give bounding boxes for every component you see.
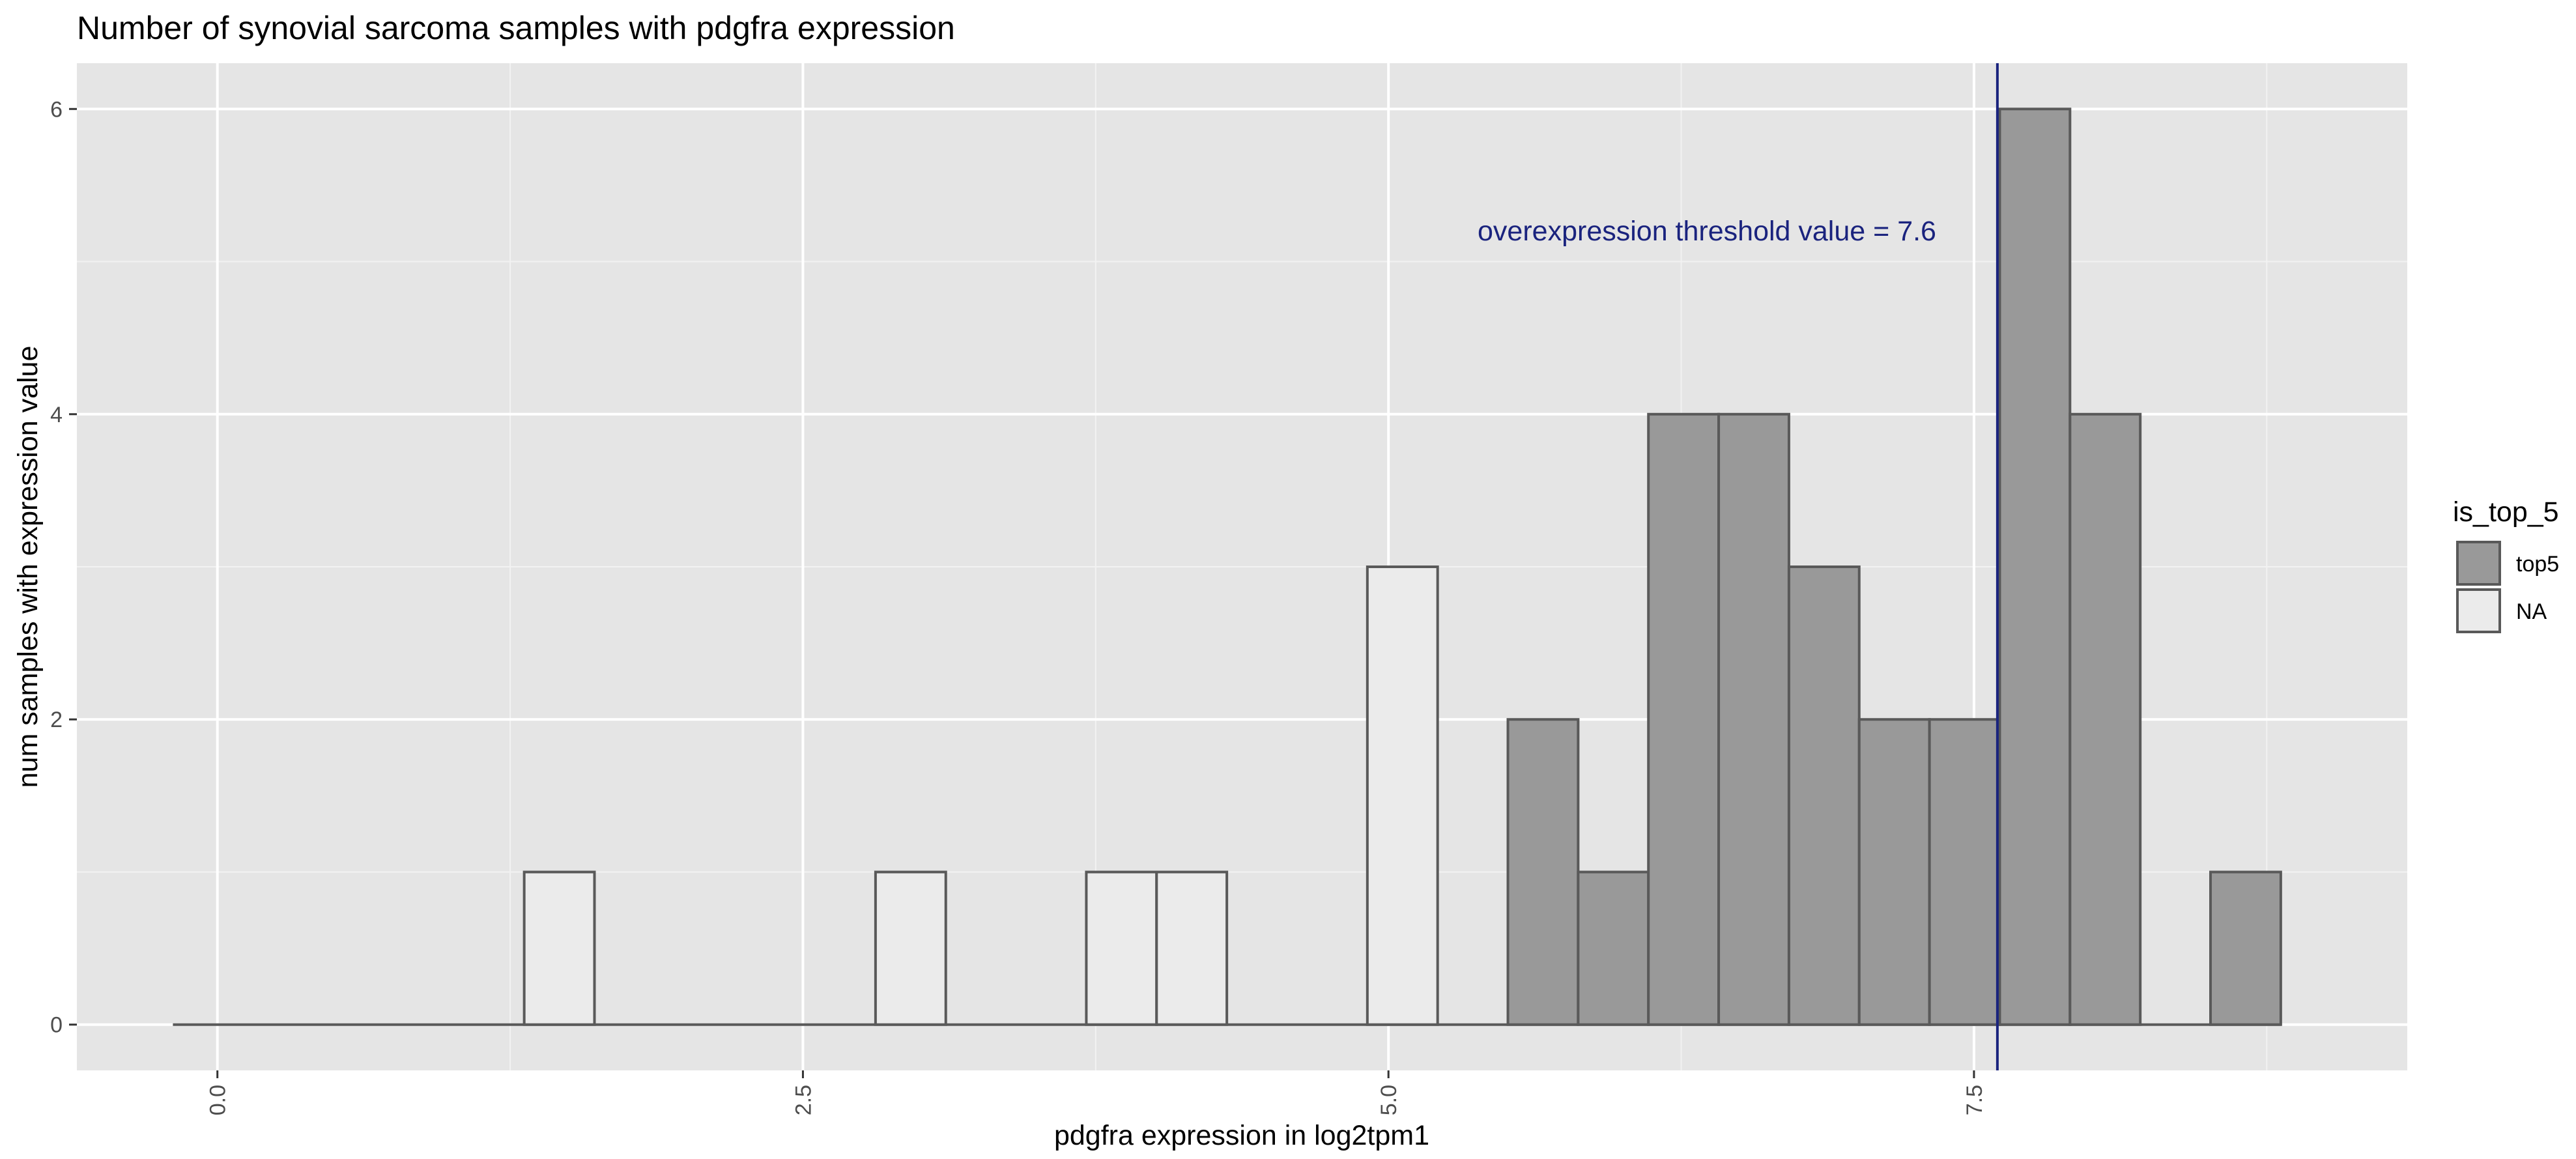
x-tick-label: 5.0 xyxy=(1377,1085,1401,1115)
legend: is_top_5 top5 NA xyxy=(2453,496,2559,633)
legend-label-na: NA xyxy=(2516,599,2547,624)
legend-label-top5: top5 xyxy=(2516,552,2559,577)
histogram-bar-na xyxy=(1085,870,1158,1026)
histogram-bar-top5 xyxy=(1928,718,2001,1026)
histogram-bar-top5 xyxy=(1577,870,1650,1026)
histogram-bar-top5 xyxy=(2209,870,2282,1026)
histogram-bar-top5 xyxy=(1717,412,1790,1026)
y-tick-label: 2 xyxy=(50,708,63,732)
legend-title: is_top_5 xyxy=(2453,496,2559,528)
histogram-bars xyxy=(173,107,2282,1026)
histogram-bar-top5 xyxy=(1857,718,1931,1026)
y-axis-title: num samples with expression value xyxy=(12,346,44,788)
x-tick-label: 7.5 xyxy=(1962,1085,1987,1115)
y-tick-label: 0 xyxy=(50,1013,63,1038)
histogram-bar-top5 xyxy=(1647,412,1721,1026)
x-tick-label: 0.0 xyxy=(206,1085,231,1115)
histogram-bar-na xyxy=(522,870,596,1026)
legend-key-na xyxy=(2456,588,2501,633)
y-tick-label: 4 xyxy=(50,403,63,427)
x-axis: 0.0 2.5 5.0 7.5 xyxy=(206,1070,1987,1115)
histogram-bar-na xyxy=(1155,870,1229,1026)
chart-title: Number of synovial sarcoma samples with … xyxy=(77,10,955,46)
histogram-bar-top5 xyxy=(1787,565,1861,1026)
y-axis: 0 2 4 6 xyxy=(50,97,77,1038)
y-tick-label: 6 xyxy=(50,97,63,122)
histogram-bar-top5 xyxy=(2068,412,2142,1026)
histogram-bar-na xyxy=(874,870,947,1026)
threshold-annotation: overexpression threshold value = 7.6 xyxy=(1478,216,1936,247)
histogram-bar-top5 xyxy=(1506,718,1580,1026)
histogram-bar-top5 xyxy=(1998,107,2072,1026)
legend-key-top5 xyxy=(2456,541,2501,586)
threshold-group: overexpression threshold value = 7.6 xyxy=(1478,63,1999,1070)
x-axis-title: pdgfra expression in log2tpm1 xyxy=(1054,1120,1429,1151)
histogram-bar-na xyxy=(1366,565,1439,1026)
x-tick-label: 2.5 xyxy=(791,1085,816,1115)
